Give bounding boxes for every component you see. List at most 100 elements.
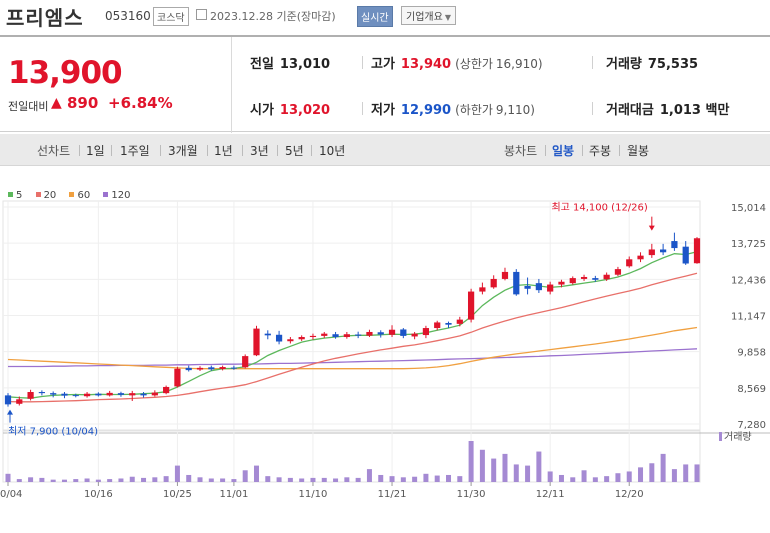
line-chart-label: 선차트: [37, 144, 71, 158]
candle-body: [219, 367, 226, 370]
x-tick-label: 11/10: [299, 489, 328, 500]
realtime-button[interactable]: 실시간: [357, 6, 393, 27]
candle-body: [174, 368, 181, 387]
divider: [231, 37, 232, 133]
divider: [277, 145, 278, 156]
volume-bar: [310, 477, 316, 482]
candle-body: [377, 332, 384, 335]
candle-body: [264, 333, 271, 336]
x-tick-label: 10/25: [163, 489, 192, 500]
volume-bar: [592, 477, 598, 482]
period-1y[interactable]: 1년: [214, 144, 233, 158]
period-5y[interactable]: 5년: [285, 144, 304, 158]
as-of-date: 2023.12.28 기준(장마감): [210, 10, 336, 23]
volume-bar: [502, 453, 508, 482]
period-3m[interactable]: 3개월: [168, 144, 198, 158]
candle-body: [648, 249, 655, 256]
candle-monthly[interactable]: 월봉: [627, 144, 650, 158]
period-1d[interactable]: 1일: [86, 144, 105, 158]
legend-ma5-label: 5: [16, 190, 23, 201]
candle-weekly[interactable]: 주봉: [589, 144, 612, 158]
volume-bar: [558, 474, 564, 482]
volume-bar: [570, 477, 576, 482]
volume-bar: [412, 476, 418, 482]
candle-body: [445, 322, 452, 325]
high-annotation: 최고 14,100 (12/26): [551, 202, 647, 214]
volume-bar: [694, 464, 700, 482]
volume-bar: [615, 473, 621, 482]
volume-bar: [321, 477, 327, 482]
candle-body: [501, 271, 509, 279]
divider: [311, 145, 312, 156]
high-arrow-head: [648, 225, 655, 231]
candle-body: [569, 278, 576, 284]
volume-bar: [344, 477, 350, 482]
y-tick-label: 12,436: [731, 275, 766, 286]
candle-body: [343, 334, 350, 338]
volume-bar: [491, 458, 497, 482]
divider: [160, 145, 161, 156]
divider: [207, 145, 208, 156]
period-1w[interactable]: 1주일: [120, 144, 150, 158]
divider: [242, 145, 243, 156]
candle-body: [614, 269, 622, 275]
trade-amount: 거래대금 1,013 백만: [606, 99, 729, 118]
volume-label: 거래량: [606, 57, 642, 72]
period-3y[interactable]: 3년: [250, 144, 269, 158]
lower-limit-label: (하한가: [455, 103, 493, 117]
candle-body: [411, 333, 418, 337]
x-tick-label: 12/11: [536, 489, 565, 500]
candle-body: [72, 395, 79, 397]
ma5-line: [7, 251, 698, 399]
calendar-icon: [196, 9, 207, 20]
x-tick-label: 11/21: [378, 489, 407, 500]
price-chart: 15,014 13,725 12,436 11,147 9,858 8,569 7,280 1…: [0, 200, 770, 500]
candle-body: [4, 395, 12, 405]
candle-body: [490, 278, 497, 288]
legend-ma120-label: 120: [111, 190, 131, 201]
legend-swatch: [69, 192, 75, 197]
candle-body: [558, 281, 565, 285]
volume-bar: [50, 479, 56, 482]
low-annotation: 최저 7,900 (10/04): [8, 426, 98, 438]
volume-bar: [400, 477, 406, 482]
legend-swatch: [35, 192, 41, 197]
candle-body: [603, 274, 610, 280]
volume-bar: [118, 478, 124, 482]
volume-bar: [231, 479, 237, 482]
candle-body: [592, 278, 599, 280]
candle-body: [682, 246, 689, 264]
candle-body: [140, 393, 147, 396]
x-tick-label: 10/16: [84, 489, 113, 500]
candle-body: [626, 259, 633, 267]
corp-info-dropdown[interactable]: 기업개요 ▼: [401, 6, 456, 25]
lower-limit-value: 9,110): [495, 103, 535, 117]
candle-body: [230, 367, 238, 369]
volume-bar: [333, 478, 339, 482]
y-tick-label: 8,569: [737, 384, 766, 395]
candle-body: [535, 283, 542, 291]
divider: [79, 145, 80, 156]
period-10y[interactable]: 10년: [319, 144, 346, 158]
volume-bar: [73, 479, 79, 482]
volume-bar: [513, 464, 519, 482]
volume-value: 75,535: [647, 57, 699, 72]
divider: [545, 145, 546, 156]
candle-body: [434, 322, 441, 329]
y-tick-label: 15,014: [731, 203, 766, 214]
volume-bar: [581, 470, 587, 482]
divider: [362, 56, 363, 69]
volume-frame: [2, 430, 701, 483]
candle-body: [309, 335, 317, 338]
candle-body: [242, 356, 249, 368]
trade-amount-value: 1,013 백만: [659, 103, 730, 118]
legend-swatch: [103, 192, 109, 197]
candle-body: [400, 329, 407, 336]
candle-body: [298, 337, 305, 340]
volume-bar: [299, 478, 305, 482]
candle-body: [456, 319, 463, 324]
legend-ma20-label: 20: [43, 190, 57, 201]
candle-daily[interactable]: 일봉: [552, 144, 575, 158]
chevron-down-icon: ▼: [444, 13, 451, 22]
candle-body: [355, 334, 362, 336]
